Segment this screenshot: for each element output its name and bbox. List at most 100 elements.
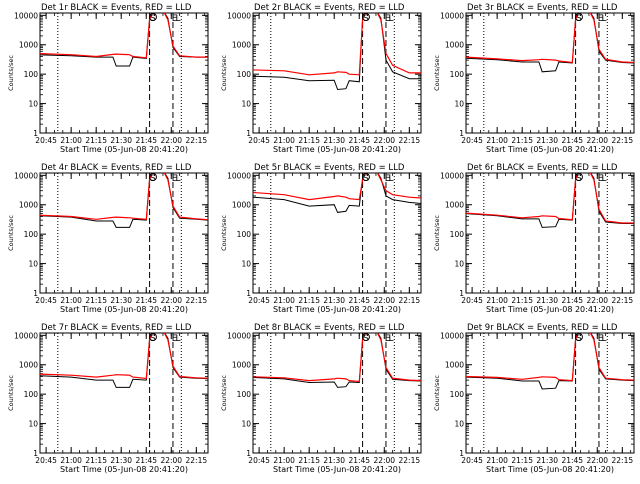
- panel-8: Det 8r BLACK = Events, RED = LLD 1 10 100 10…: [220, 323, 422, 474]
- x-tick-label: 21:00: [60, 456, 82, 465]
- y-axis-label: Counts/sec: [433, 55, 441, 91]
- y-axis-label: Counts/sec: [433, 215, 441, 251]
- y-tick-label: 100: [24, 70, 39, 79]
- y-tick-label: 10000: [14, 11, 38, 20]
- y-tick-label: 100: [237, 230, 252, 239]
- x-tick-label: 21:45: [135, 136, 157, 145]
- series-group: [466, 173, 634, 228]
- marker-e: E: [598, 334, 604, 344]
- x-tick-label: 21:45: [561, 136, 583, 145]
- x-tick-label: 21:15: [85, 296, 107, 305]
- panel-title: Det 6r BLACK = Events, RED = LLD: [467, 163, 618, 173]
- x-tick-label: 21:15: [298, 456, 320, 465]
- y-tick-label: 1000: [445, 201, 464, 210]
- y-tick-label: 1: [246, 129, 251, 138]
- marker-l: L: [388, 14, 393, 24]
- y-axis-label: Counts/sec: [220, 215, 228, 251]
- x-tick-label: 22:15: [612, 456, 634, 465]
- x-tick-label: 21:15: [298, 296, 320, 305]
- x-axis-label: Start Time (05-Jun-08 20:41:20): [60, 305, 188, 314]
- series-lld-line: [40, 333, 208, 380]
- x-tick-label: 21:45: [561, 456, 583, 465]
- y-tick-label: 1: [33, 289, 38, 298]
- x-tick-label: 20:45: [461, 136, 483, 145]
- marker-s: S: [576, 334, 582, 344]
- series-events-line: [40, 173, 208, 228]
- y-tick-label: 100: [450, 70, 465, 79]
- x-tick-label: 22:15: [399, 136, 421, 145]
- x-tick-label: 20:45: [248, 296, 270, 305]
- marker-s: S: [363, 14, 369, 24]
- y-tick-label: 10000: [14, 331, 38, 340]
- y-axis-label: Counts/sec: [7, 215, 15, 251]
- y-axis-label: Counts/sec: [433, 375, 441, 411]
- x-axis-label: Start Time (05-Jun-08 20:41:20): [60, 465, 188, 474]
- series-events-line: [466, 173, 634, 228]
- x-tick-label: 21:15: [85, 456, 107, 465]
- marker-s-circle: [361, 13, 370, 21]
- x-tick-label: 21:45: [135, 456, 157, 465]
- y-tick-label: 1000: [232, 41, 251, 50]
- y-tick-label: 10: [241, 100, 251, 109]
- panel-title: Det 7r BLACK = Events, RED = LLD: [41, 323, 192, 333]
- y-tick-label: 1000: [19, 41, 38, 50]
- series-events-line: [466, 13, 634, 73]
- x-tick-label: 22:15: [612, 296, 634, 305]
- axes-frame: [465, 12, 635, 134]
- y-tick-label: 10: [241, 420, 251, 429]
- x-tick-label: 22:15: [186, 296, 208, 305]
- x-tick-label: 21:45: [348, 136, 370, 145]
- y-tick-label: 10000: [440, 171, 464, 180]
- series-lld-line: [40, 173, 208, 221]
- y-tick-label: 1000: [445, 41, 464, 50]
- x-tick-label: 20:45: [461, 296, 483, 305]
- panel-title: Det 9r BLACK = Events, RED = LLD: [467, 323, 618, 333]
- y-tick-label: 1: [246, 289, 251, 298]
- marker-s-circle: [148, 13, 157, 21]
- y-tick-label: 10000: [14, 171, 38, 180]
- x-tick-label: 22:15: [612, 136, 634, 145]
- marker-s-circle: [574, 13, 583, 21]
- series-events-line: [40, 333, 208, 388]
- x-tick-label: 21:15: [85, 136, 107, 145]
- axes-frame: [39, 172, 209, 294]
- marker-s: S: [150, 14, 156, 24]
- y-axis-label: Counts/sec: [220, 55, 228, 91]
- x-tick-label: 22:15: [186, 456, 208, 465]
- axes-frame: [39, 332, 209, 454]
- y-tick-label: 10: [454, 260, 464, 269]
- panel-1: Det 1r BLACK = Events, RED = LLD 1 10 100 10…: [7, 3, 209, 154]
- x-tick-label: 21:00: [486, 136, 508, 145]
- panel-title: Det 2r BLACK = Events, RED = LLD: [254, 3, 405, 13]
- x-tick-label: 22:00: [373, 136, 395, 145]
- marker-l: L: [175, 174, 180, 184]
- x-tick-label: 22:00: [586, 136, 608, 145]
- x-tick-label: 21:30: [536, 136, 558, 145]
- marker-e: E: [385, 174, 391, 184]
- x-tick-label: 20:45: [35, 136, 57, 145]
- y-tick-label: 1: [459, 129, 464, 138]
- y-tick-label: 10000: [227, 11, 251, 20]
- series-events-line: [466, 333, 634, 390]
- y-tick-label: 1: [459, 289, 464, 298]
- x-tick-label: 22:00: [586, 456, 608, 465]
- panel-title: Det 8r BLACK = Events, RED = LLD: [254, 323, 405, 333]
- series-events-line: [253, 13, 421, 91]
- x-tick-label: 21:15: [511, 136, 533, 145]
- panel-title: Det 4r BLACK = Events, RED = LLD: [41, 163, 192, 173]
- y-tick-label: 100: [237, 70, 252, 79]
- marker-s: S: [150, 174, 156, 184]
- x-tick-label: 20:45: [35, 456, 57, 465]
- x-tick-label: 21:30: [323, 456, 345, 465]
- panel-4: Det 4r BLACK = Events, RED = LLD 1 10 100 10…: [7, 163, 209, 314]
- marker-e: E: [598, 174, 604, 184]
- marker-e: E: [172, 14, 178, 24]
- panel-title: Det 3r BLACK = Events, RED = LLD: [467, 3, 618, 13]
- x-tick-label: 21:30: [323, 136, 345, 145]
- y-axis-label: Counts/sec: [220, 375, 228, 411]
- y-tick-label: 100: [237, 390, 252, 399]
- x-tick-label: 22:00: [160, 296, 182, 305]
- marker-l: L: [601, 174, 606, 184]
- marker-s-circle: [148, 333, 157, 341]
